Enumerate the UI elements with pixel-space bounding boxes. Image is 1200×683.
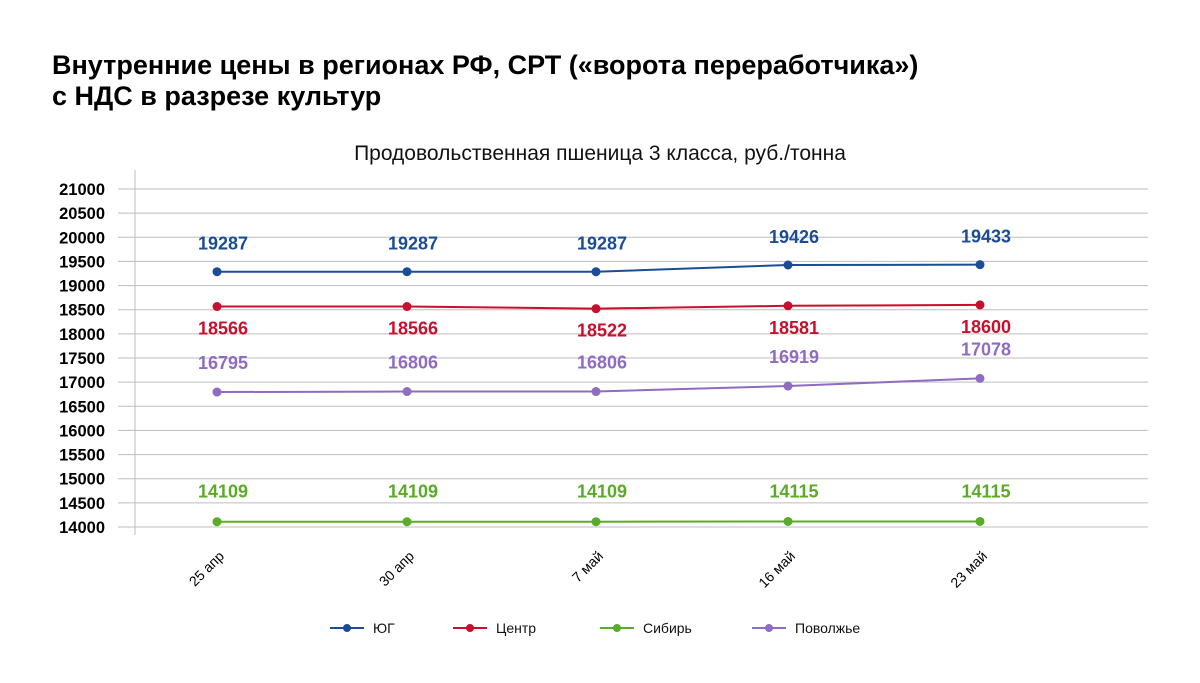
y-tick-label: 19500	[59, 253, 105, 271]
y-tick-label: 14500	[59, 495, 105, 513]
legend-item: Центр	[453, 620, 536, 636]
chart-series: 19287 19287 19287 19426 19433 18566 18566 18522…	[198, 227, 1011, 527]
data-label: 16795	[198, 353, 248, 373]
legend-marker-icon	[765, 624, 773, 632]
y-tick-label: 14000	[59, 519, 105, 537]
data-point	[975, 373, 985, 383]
data-label: 19287	[388, 234, 438, 254]
data-point	[975, 300, 985, 310]
x-tick-label: 23 май	[947, 548, 990, 591]
data-label: 19287	[577, 234, 627, 254]
chart-legend: ЮГ Центр Сибирь Поволжье	[330, 620, 860, 636]
y-tick-label: 18000	[59, 326, 105, 344]
data-point	[402, 387, 412, 397]
data-point	[212, 267, 222, 277]
data-point	[402, 517, 412, 527]
data-point	[591, 517, 601, 527]
data-label: 19287	[198, 234, 248, 254]
data-label: 17078	[961, 339, 1011, 359]
page-title-line-2: с НДС в разрезе культур	[52, 81, 382, 111]
legend-item: Сибирь	[600, 620, 692, 636]
data-label: 16806	[577, 353, 627, 373]
data-label: 18566	[388, 319, 438, 339]
page-title-line-1: Внутренние цены в регионах РФ, СРТ («вор…	[52, 50, 919, 80]
x-tick-label: 30 апр	[376, 548, 418, 590]
data-point	[783, 301, 793, 311]
y-tick-label: 15000	[59, 471, 105, 489]
series-3: 14109 14109 14109 14115 14115	[198, 481, 1011, 527]
data-point	[975, 516, 985, 526]
data-label: 14115	[769, 481, 818, 501]
data-point	[783, 381, 793, 391]
data-point	[212, 387, 222, 397]
data-label: 18522	[577, 321, 627, 341]
y-tick-label: 18500	[59, 302, 105, 320]
x-tick-label: 7 май	[569, 548, 606, 585]
series-1: 19287 19287 19287 19426 19433	[198, 227, 1011, 277]
y-tick-label: 19000	[59, 278, 105, 296]
data-point	[591, 304, 601, 314]
y-tick-label: 16000	[59, 422, 105, 440]
data-label: 16806	[388, 353, 438, 373]
data-label: 14109	[388, 482, 438, 502]
series-2: 18566 18566 18522 18581 18600	[198, 300, 1011, 341]
x-axis: 25 апр 30 апр 7 май 16 май 23 май	[186, 548, 990, 591]
y-tick-label: 21000	[59, 181, 105, 199]
data-point	[975, 260, 985, 270]
legend-label: Сибирь	[643, 620, 692, 636]
y-axis: 14000 14500 15000 15500 16000 16500 17000 17500…	[59, 170, 136, 537]
series-4: 16795 16806 16806 16919 17078	[198, 339, 1011, 397]
data-label: 14115	[961, 481, 1010, 501]
y-tick-label: 17000	[59, 374, 105, 392]
y-tick-label: 20000	[59, 229, 105, 247]
y-tick-label: 16500	[59, 398, 105, 416]
legend-item: Поволжье	[752, 620, 860, 636]
data-label: 14109	[577, 482, 627, 502]
legend-marker-icon	[466, 624, 474, 632]
x-tick-label: 25 апр	[186, 548, 228, 590]
data-point	[591, 267, 601, 277]
data-point	[402, 267, 412, 277]
legend-label: ЮГ	[373, 620, 395, 636]
chart-grid	[118, 188, 1148, 528]
data-label: 18600	[961, 317, 1011, 337]
data-label: 18566	[198, 319, 248, 339]
page-title: Внутренние цены в регионах РФ, СРТ («вор…	[52, 50, 1152, 112]
data-point	[783, 516, 793, 526]
legend-item: ЮГ	[330, 620, 395, 636]
y-tick-label: 15500	[59, 447, 105, 465]
data-label: 19426	[769, 227, 819, 247]
data-point	[212, 302, 222, 312]
y-tick-label: 20500	[59, 205, 105, 223]
x-tick-label: 16 май	[755, 548, 798, 591]
data-point	[212, 517, 222, 527]
data-label: 16919	[769, 347, 819, 367]
data-label: 19433	[961, 227, 1011, 247]
legend-marker-icon	[613, 624, 621, 632]
legend-marker-icon	[343, 624, 351, 632]
data-label: 14109	[198, 482, 248, 502]
y-tick-label: 17500	[59, 350, 105, 368]
chart-subtitle: Продовольственная пшеница 3 класса, руб.…	[354, 142, 846, 165]
data-point	[591, 387, 601, 397]
data-label: 18581	[769, 318, 819, 338]
data-point	[402, 302, 412, 312]
legend-label: Поволжье	[795, 620, 860, 636]
legend-label: Центр	[496, 620, 536, 636]
data-point	[783, 260, 793, 270]
